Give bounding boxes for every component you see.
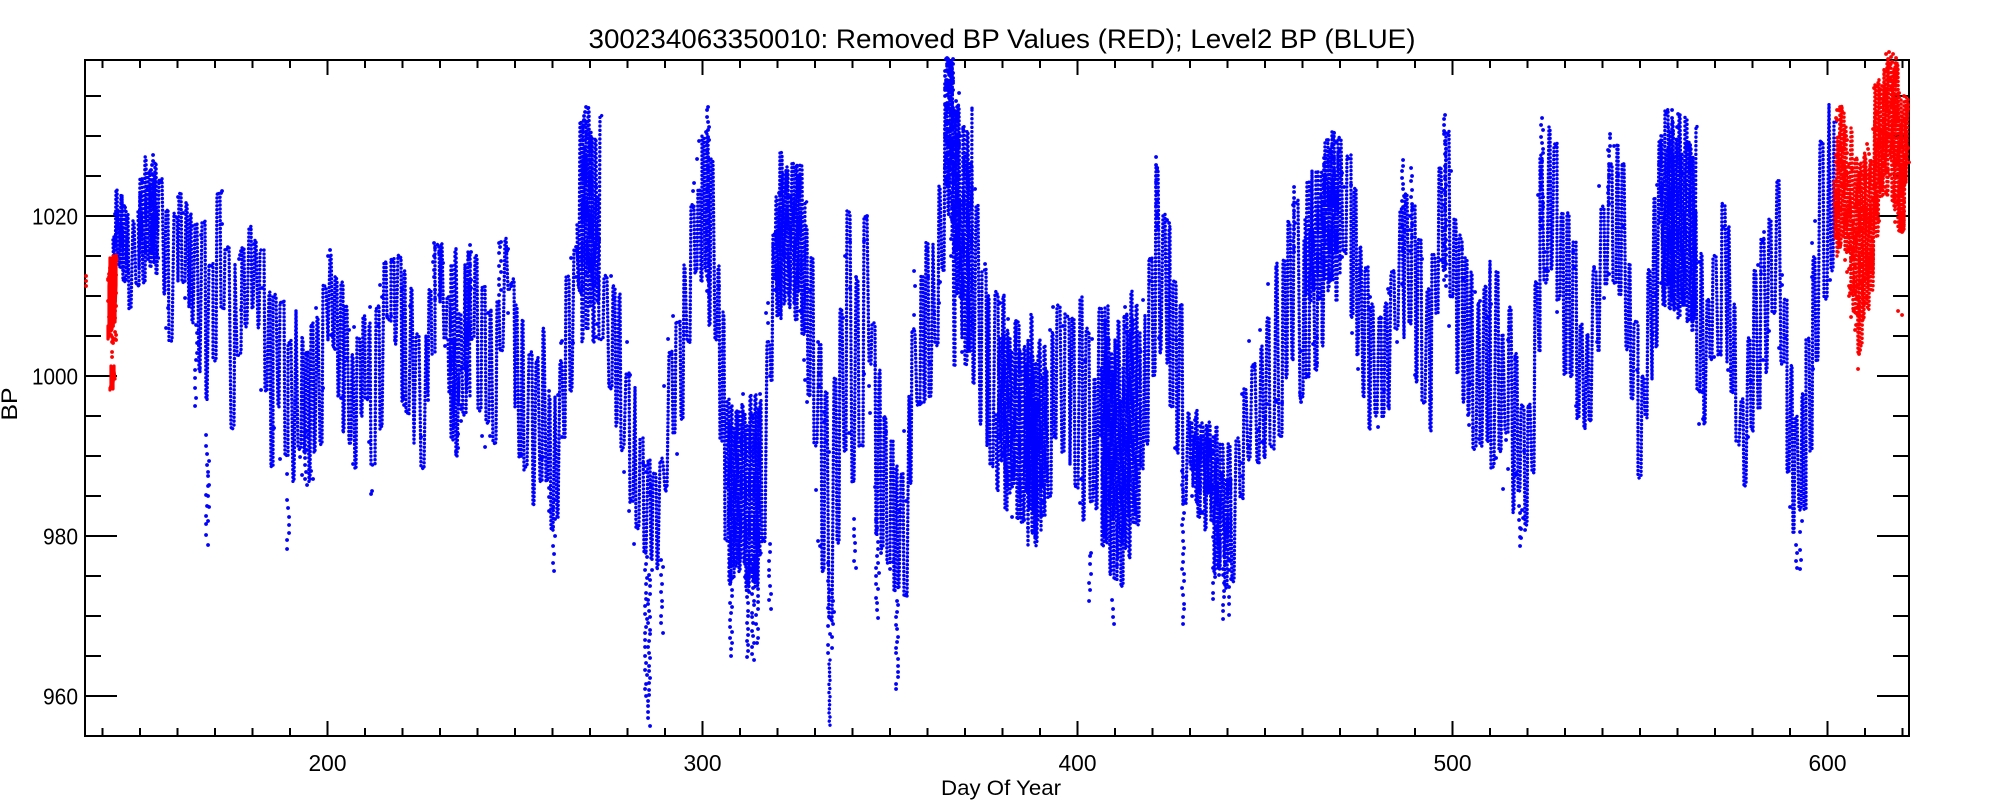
svg-text:Day Of Year: Day Of Year (941, 777, 1061, 800)
svg-text:980: 980 (43, 524, 78, 550)
svg-text:400: 400 (1059, 750, 1097, 776)
svg-text:300: 300 (684, 750, 722, 776)
svg-text:300234063350010: Removed BP Va: 300234063350010: Removed BP Values (RED)… (589, 24, 1416, 54)
svg-text:1020: 1020 (32, 204, 78, 230)
svg-text:BP: BP (0, 388, 22, 421)
svg-text:200: 200 (309, 750, 347, 776)
svg-text:600: 600 (1809, 750, 1847, 776)
svg-text:500: 500 (1434, 750, 1472, 776)
svg-text:1000: 1000 (32, 364, 78, 390)
svg-text:960: 960 (43, 684, 78, 710)
